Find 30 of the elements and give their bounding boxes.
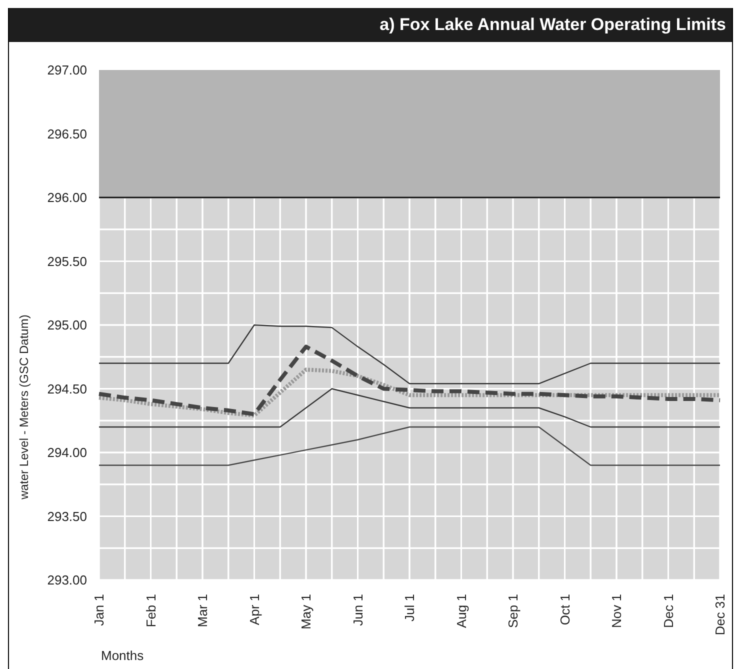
x-tick-label: Jun 1: [350, 594, 366, 626]
x-tick-label: Nov 1: [609, 594, 624, 628]
line-series: [98, 324, 721, 384]
x-tick-label: Oct 1: [557, 594, 572, 626]
x-tick-label: Dec 31: [712, 594, 728, 636]
y-axis-title: water Level - Meters (GSC Datum): [17, 314, 31, 500]
x-tick-label: Mar 1: [195, 594, 210, 628]
y-tick-label: 296.50: [47, 126, 87, 142]
y-tick-label: 293.50: [47, 508, 87, 524]
y-tick-label: 294.50: [47, 381, 87, 396]
line-series: [97, 344, 722, 416]
y-tick-label: 293.00: [47, 572, 87, 588]
x-axis-title: Months: [101, 648, 144, 663]
x-tick-label: Feb 1: [143, 594, 158, 628]
x-tick-label: Apr 1: [246, 594, 262, 626]
x-tick-label: May 1: [298, 594, 314, 630]
x-tick-label: Jan 1: [92, 594, 106, 626]
line-series: [98, 388, 721, 428]
chart-title: a) Fox Lake Annual Water Operating Limits: [9, 8, 732, 42]
y-tick-label: 295.50: [47, 254, 87, 269]
x-tick-label: Dec 1: [660, 594, 676, 628]
line-series: [98, 426, 721, 466]
y-tick-label: 294.00: [47, 445, 87, 460]
y-tick-label: 295.00: [47, 318, 87, 332]
y-tick-label: 296.00: [47, 190, 87, 205]
x-tick-label: Jul 1: [402, 594, 417, 622]
x-tick-label: Aug 1: [454, 594, 469, 628]
line-series: [97, 368, 722, 418]
x-tick-label: Sep 1: [506, 594, 520, 628]
y-tick-label: 297.00: [47, 62, 87, 78]
